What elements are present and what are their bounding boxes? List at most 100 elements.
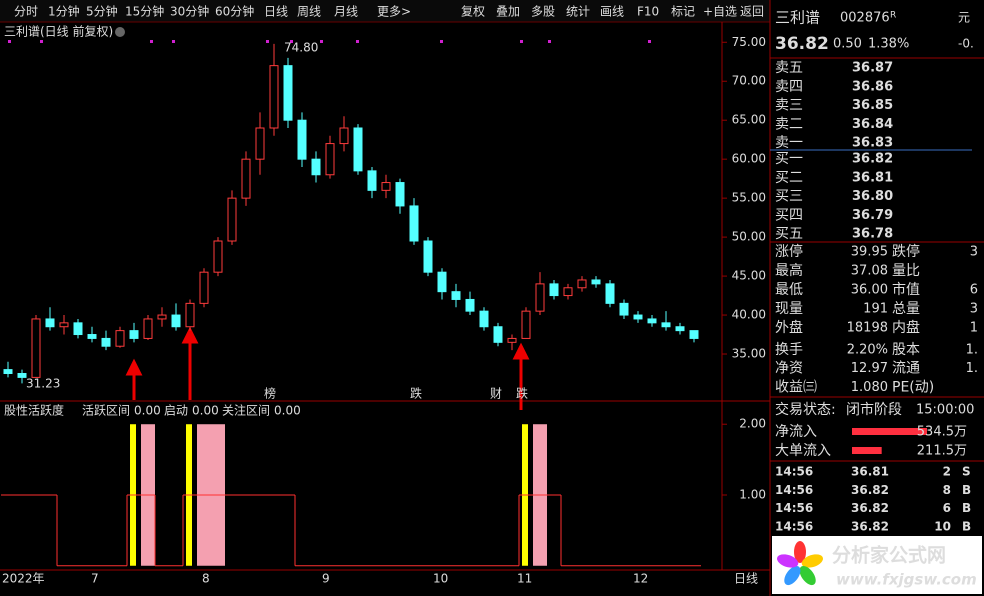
trade-volume: 10 <box>934 519 951 533</box>
candle-body <box>17 373 27 378</box>
candle-body <box>185 302 195 328</box>
candle-body <box>297 119 307 160</box>
signal-dots <box>8 40 651 43</box>
stat-label: 总量 <box>892 301 920 317</box>
stat-label: 现量 <box>775 301 803 317</box>
trade-price: 36.81 <box>851 465 889 479</box>
book-label: 买一 <box>775 151 803 167</box>
status: 闭市阶段 <box>846 401 902 418</box>
candle-body <box>563 287 573 297</box>
event-marker: 财 <box>490 387 502 401</box>
book-label: 买五 <box>775 226 803 242</box>
stat-value: 39.95 <box>851 245 888 260</box>
tool-button[interactable]: 返回 <box>740 5 764 19</box>
period-tab[interactable]: 30分钟 <box>170 4 209 19</box>
candle-body <box>101 337 111 347</box>
stat-value: 37.08 <box>851 264 888 279</box>
tool-button[interactable]: +自选 <box>703 5 737 19</box>
period-tab[interactable]: 月线 <box>334 5 358 19</box>
book-label: 卖三 <box>775 98 803 114</box>
legend-value: 0.00 <box>274 404 301 418</box>
arrow-head <box>181 326 199 344</box>
dot <box>440 40 443 43</box>
logo-petal <box>784 565 801 586</box>
dot <box>290 40 293 43</box>
candle-body <box>255 127 265 160</box>
book-label: 买四 <box>775 207 803 223</box>
arrow-head <box>125 358 143 376</box>
tool-button[interactable]: 统计 <box>566 5 590 19</box>
candle-body <box>227 197 237 242</box>
tool-button[interactable]: 叠加 <box>496 5 520 19</box>
flow-name: 净流入 <box>775 424 817 440</box>
period-tab[interactable]: 更多> <box>377 5 411 19</box>
dropdown[interactable] <box>115 27 125 37</box>
stat-label: 净资 <box>775 361 803 377</box>
y-tick-label: 45.00 <box>732 269 766 283</box>
logo-petal <box>777 554 799 568</box>
stat-value: 2.20% <box>847 343 888 358</box>
book-price: 36.84 <box>852 117 893 132</box>
trade-time: 14:56 <box>775 501 813 515</box>
candle-body <box>199 271 209 304</box>
stat-label: 涨停 <box>775 243 803 260</box>
dot <box>520 40 523 43</box>
candle-body <box>479 310 489 328</box>
trade-volume: 8 <box>943 483 951 497</box>
period-tab[interactable]: 分时 <box>14 5 38 19</box>
stat-value: 3 <box>970 302 978 317</box>
tool-button[interactable]: 多股 <box>531 5 555 19</box>
period-tab[interactable]: 1分钟 <box>48 4 80 19</box>
book-price: 36.87 <box>852 61 893 76</box>
flow-name: 大单流入 <box>775 443 831 459</box>
period-tab[interactable]: 15分钟 <box>125 4 164 19</box>
y-tick-label: 65.00 <box>732 113 766 127</box>
book-label: 卖一 <box>775 135 803 151</box>
stat-label: 最高 <box>775 262 803 279</box>
stat-value: 12.97 <box>851 361 888 376</box>
y-tick-label: 2.00 <box>739 417 766 431</box>
stat-label: 换手 <box>775 341 803 358</box>
flow-value: 534.5万 <box>917 425 967 440</box>
x-tick-label: 10 <box>433 572 448 586</box>
candle-body <box>507 337 517 343</box>
y-tick-label: 50.00 <box>732 230 766 244</box>
tool-button[interactable]: 标记 <box>671 5 695 19</box>
book-label: 卖四 <box>775 79 803 95</box>
candle-body <box>171 314 181 328</box>
event-marker: 跌 <box>516 386 528 401</box>
legend-name: 关注区间 <box>222 403 270 418</box>
tool-button[interactable]: F10 <box>637 5 659 19</box>
trade-price: 36.82 <box>851 519 889 533</box>
legend-name: 活跃区间 <box>82 404 130 418</box>
stat-label: PE(动) <box>892 379 934 395</box>
trade-time: 14:56 <box>775 519 813 533</box>
period-tab[interactable]: 周线 <box>297 5 321 19</box>
trade-side: B <box>962 483 971 497</box>
candle-body <box>591 279 601 285</box>
stat-value: 191 <box>863 302 888 317</box>
price: 36.82 <box>775 34 829 54</box>
tool-button[interactable]: 画线 <box>600 5 624 19</box>
book-label: 买三 <box>775 189 803 205</box>
time: 15:00:00 <box>916 403 974 418</box>
tool-button[interactable]: 复权 <box>461 5 485 19</box>
flag: R <box>890 11 896 21</box>
candle-body <box>157 314 167 320</box>
candle-body <box>45 318 55 328</box>
candle-body <box>423 240 433 273</box>
stat-label: 跌停 <box>892 243 920 260</box>
candle-body <box>605 283 615 304</box>
stat-label: 市值 <box>892 281 920 298</box>
legend-name: 启动 <box>164 404 188 418</box>
book-label: 买二 <box>775 170 803 186</box>
period-tab[interactable]: 日线 <box>264 5 288 19</box>
stat-value: 1. <box>966 343 978 358</box>
cut-value: -0. <box>958 37 974 51</box>
stat-value: 18198 <box>847 321 888 336</box>
dot <box>266 40 269 43</box>
period-tab[interactable]: 60分钟 <box>215 4 254 19</box>
period-tab[interactable]: 5分钟 <box>86 4 118 19</box>
y-tick-label: 70.00 <box>732 74 766 88</box>
